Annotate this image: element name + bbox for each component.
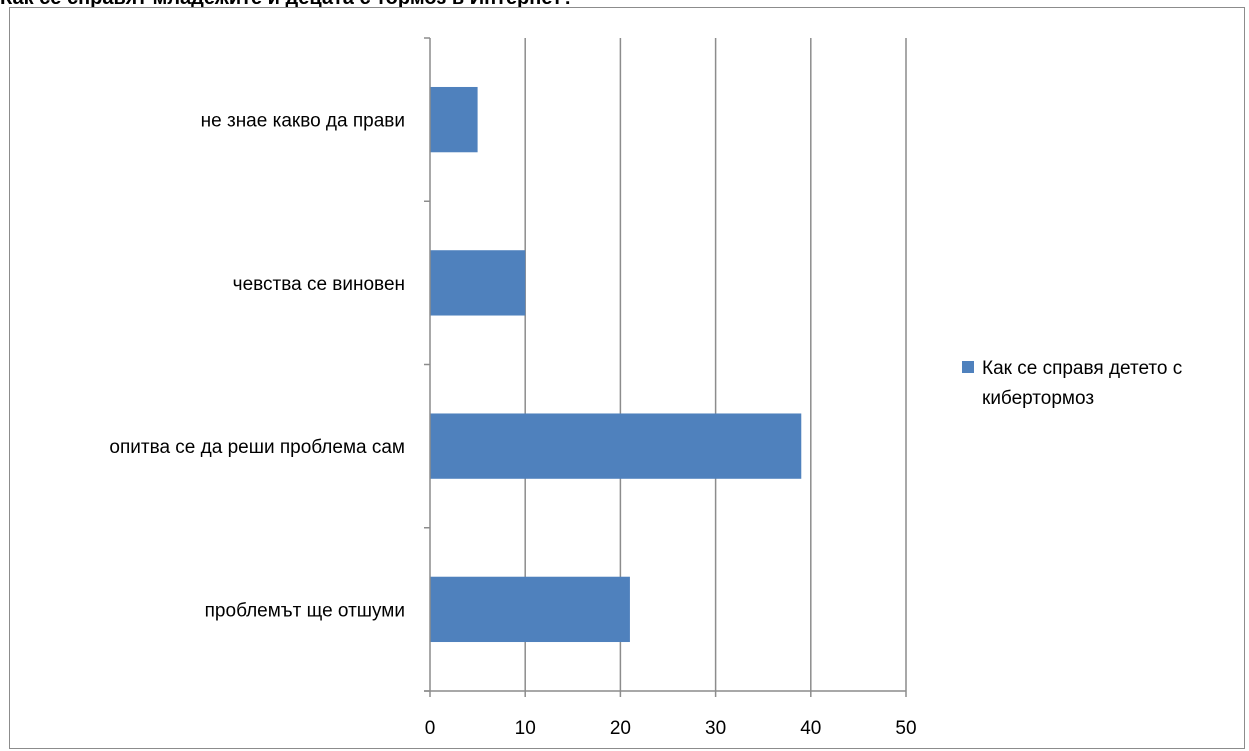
category-label-4: не знае какво да прави [201, 111, 405, 132]
category-label-3: чевства се виновен [233, 274, 405, 295]
x-tick-labels: 0 10 20 30 40 50 [425, 718, 917, 739]
bar-3 [430, 250, 526, 316]
x-tick-label: 0 [425, 718, 436, 739]
x-tick-label: 20 [610, 718, 631, 739]
category-labels: проблемът ще отшуми опитва се да реши про… [109, 111, 405, 622]
axes [424, 37, 907, 697]
chart-frame [9, 7, 1245, 749]
x-tick-label: 50 [895, 718, 916, 739]
category-label-1: проблемът ще отшуми [205, 600, 405, 621]
bar-4 [430, 86, 478, 153]
legend-label-line-1: Как се справя детето с [982, 358, 1182, 379]
page-title: Как се справят младежите и децата с торм… [0, 0, 574, 10]
x-tick-label: 40 [800, 718, 821, 739]
x-tick-label: 10 [515, 718, 536, 739]
bar-1 [430, 576, 630, 643]
legend: Как се справя детето с кибертормоз [962, 358, 1182, 409]
bar-2 [430, 413, 802, 479]
legend-label-line-2: кибертормоз [982, 388, 1094, 409]
category-label-2: опитва се да реши проблема сам [109, 437, 405, 458]
bars [430, 86, 802, 643]
legend-swatch [962, 361, 974, 373]
x-tick-label: 30 [705, 718, 726, 739]
